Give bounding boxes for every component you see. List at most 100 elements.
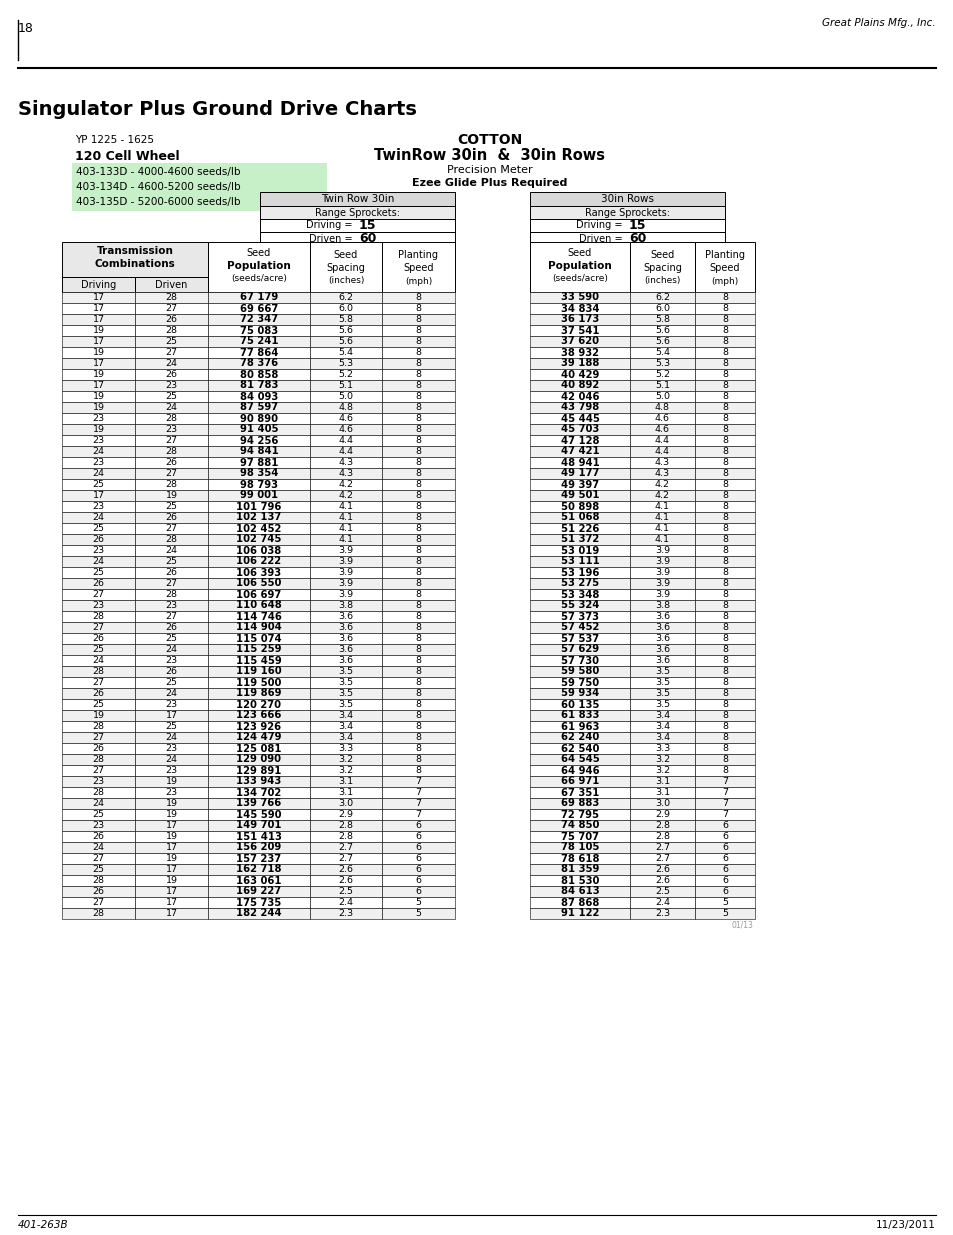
Text: 5.1: 5.1 [655, 382, 669, 390]
Text: 28: 28 [92, 788, 105, 797]
Text: 8: 8 [416, 501, 421, 511]
Text: 3.4: 3.4 [338, 734, 354, 742]
Text: 8: 8 [721, 425, 727, 433]
Bar [310, 424, 381, 435]
Bar [310, 820, 381, 831]
Bar [135, 567, 208, 578]
Text: 27: 27 [92, 766, 105, 776]
Bar [135, 358, 208, 369]
Bar [381, 897, 455, 908]
Text: 3.2: 3.2 [338, 755, 354, 764]
Text: 102 745: 102 745 [236, 535, 281, 545]
Text: 3.5: 3.5 [655, 678, 669, 687]
Bar [135, 336, 208, 347]
Bar [208, 424, 310, 435]
Text: 2.8: 2.8 [338, 821, 354, 830]
Text: Seed: Seed [567, 248, 592, 258]
Text: (mph): (mph) [404, 277, 432, 285]
Bar [530, 242, 629, 291]
Bar [629, 677, 695, 688]
Bar [381, 622, 455, 634]
Bar [62, 776, 135, 787]
Text: 69 883: 69 883 [560, 799, 598, 809]
Text: 17: 17 [92, 492, 105, 500]
Bar [135, 908, 208, 919]
Bar [135, 303, 208, 314]
Bar [530, 513, 629, 522]
Text: 114 904: 114 904 [236, 622, 281, 632]
Bar [310, 513, 381, 522]
Text: 8: 8 [416, 568, 421, 577]
Bar [62, 764, 135, 776]
Bar [381, 853, 455, 864]
Bar [695, 634, 754, 643]
Text: 3.1: 3.1 [655, 788, 669, 797]
Text: 6: 6 [721, 821, 727, 830]
Bar [310, 655, 381, 666]
Bar [260, 206, 455, 219]
Text: 8: 8 [721, 391, 727, 401]
Text: Driving: Driving [81, 279, 116, 289]
Text: 90 890: 90 890 [240, 414, 277, 424]
Bar [208, 336, 310, 347]
Bar [695, 732, 754, 743]
Text: 4.4: 4.4 [655, 447, 669, 456]
Bar [695, 457, 754, 468]
Text: 23: 23 [92, 777, 105, 785]
Text: 40 429: 40 429 [560, 369, 598, 379]
Text: TwinRow 30in  &  30in Rows: TwinRow 30in & 30in Rows [375, 148, 605, 163]
Text: 6: 6 [416, 864, 421, 874]
Bar [208, 412, 310, 424]
Bar [695, 864, 754, 876]
Text: 8: 8 [416, 622, 421, 632]
Text: 28: 28 [165, 535, 177, 543]
Bar [530, 885, 629, 897]
Text: 27: 27 [92, 853, 105, 863]
Bar [530, 764, 629, 776]
Text: 4.4: 4.4 [338, 436, 354, 445]
Bar [135, 876, 208, 885]
Text: 24: 24 [165, 403, 177, 412]
Bar [62, 578, 135, 589]
Bar [629, 764, 695, 776]
Bar [381, 732, 455, 743]
Text: 49 177: 49 177 [560, 468, 598, 478]
Bar [135, 688, 208, 699]
Text: 5.3: 5.3 [655, 359, 669, 368]
Text: 145 590: 145 590 [236, 809, 281, 820]
Text: Seed: Seed [650, 249, 674, 261]
Text: 4.1: 4.1 [655, 535, 669, 543]
Text: 19: 19 [92, 425, 105, 433]
Bar [62, 798, 135, 809]
Text: 87 597: 87 597 [240, 403, 277, 412]
Bar [310, 479, 381, 490]
Bar [629, 513, 695, 522]
Text: 75 241: 75 241 [239, 336, 278, 347]
Bar [381, 908, 455, 919]
Text: 5: 5 [721, 909, 727, 918]
Bar [530, 490, 629, 501]
Text: 8: 8 [416, 590, 421, 599]
Bar [629, 457, 695, 468]
Bar [629, 876, 695, 885]
Bar [62, 303, 135, 314]
Bar [135, 513, 208, 522]
Text: 3.6: 3.6 [338, 634, 354, 643]
Bar [135, 643, 208, 655]
Bar [208, 710, 310, 721]
Bar [208, 291, 310, 303]
Text: 37 541: 37 541 [560, 326, 598, 336]
Text: 5.3: 5.3 [338, 359, 354, 368]
Text: 5.0: 5.0 [655, 391, 669, 401]
Bar [695, 798, 754, 809]
Bar [695, 325, 754, 336]
Bar [62, 666, 135, 677]
Text: 8: 8 [416, 337, 421, 346]
Text: 4.3: 4.3 [338, 469, 354, 478]
Bar [208, 600, 310, 611]
Bar [62, 809, 135, 820]
Bar [208, 831, 310, 842]
Bar [310, 864, 381, 876]
Text: 7: 7 [721, 777, 727, 785]
Text: 64 545: 64 545 [560, 755, 598, 764]
